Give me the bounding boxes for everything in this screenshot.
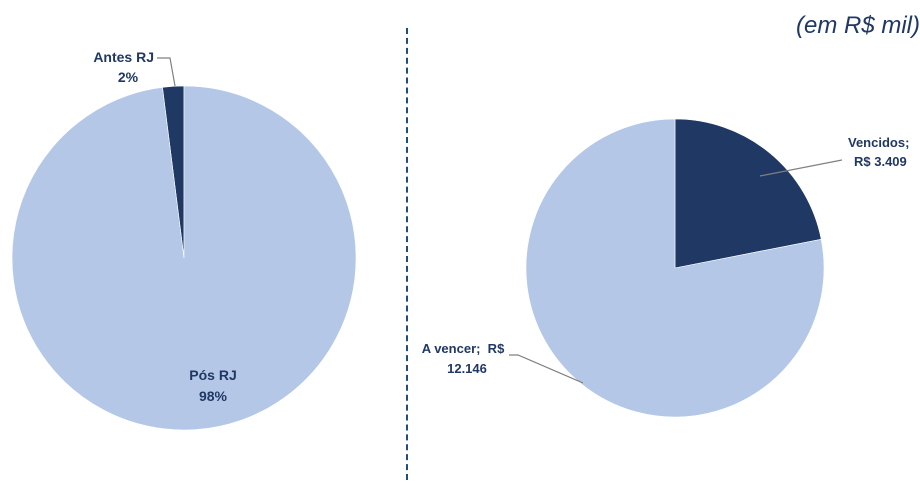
leader-line-antes-rj — [157, 57, 176, 87]
data-label-vencidos-name: Vencidos; — [848, 135, 909, 150]
data-label-a-vencer-value: 12.146 — [447, 361, 487, 376]
data-label-pos-rj-name: Pós RJ — [189, 367, 236, 383]
unit-note: (em R$ mil) — [796, 12, 920, 39]
pie-chart-left: Antes RJ 2% Pós RJ 98% — [11, 49, 357, 431]
leader-line-vencidos — [759, 159, 843, 177]
dashed-divider — [406, 28, 408, 480]
data-label-antes-rj-percent: 2% — [118, 69, 139, 85]
data-label-pos-rj-percent: 98% — [199, 388, 228, 404]
pie-slice-vencidos — [674, 118, 822, 269]
pie-slice-pos-rj — [11, 85, 357, 431]
leader-line-a-vencer — [509, 354, 584, 384]
data-label-a-vencer-name: A vencer; R$ — [422, 341, 505, 356]
pie-chart-right: Vencidos; R$ 3.409 A vencer; R$ 12.146 — [422, 118, 909, 418]
pie-slice-a-vencer — [525, 118, 825, 418]
data-label-antes-rj-name: Antes RJ — [93, 49, 154, 65]
data-label-vencidos-value: R$ 3.409 — [854, 154, 907, 169]
